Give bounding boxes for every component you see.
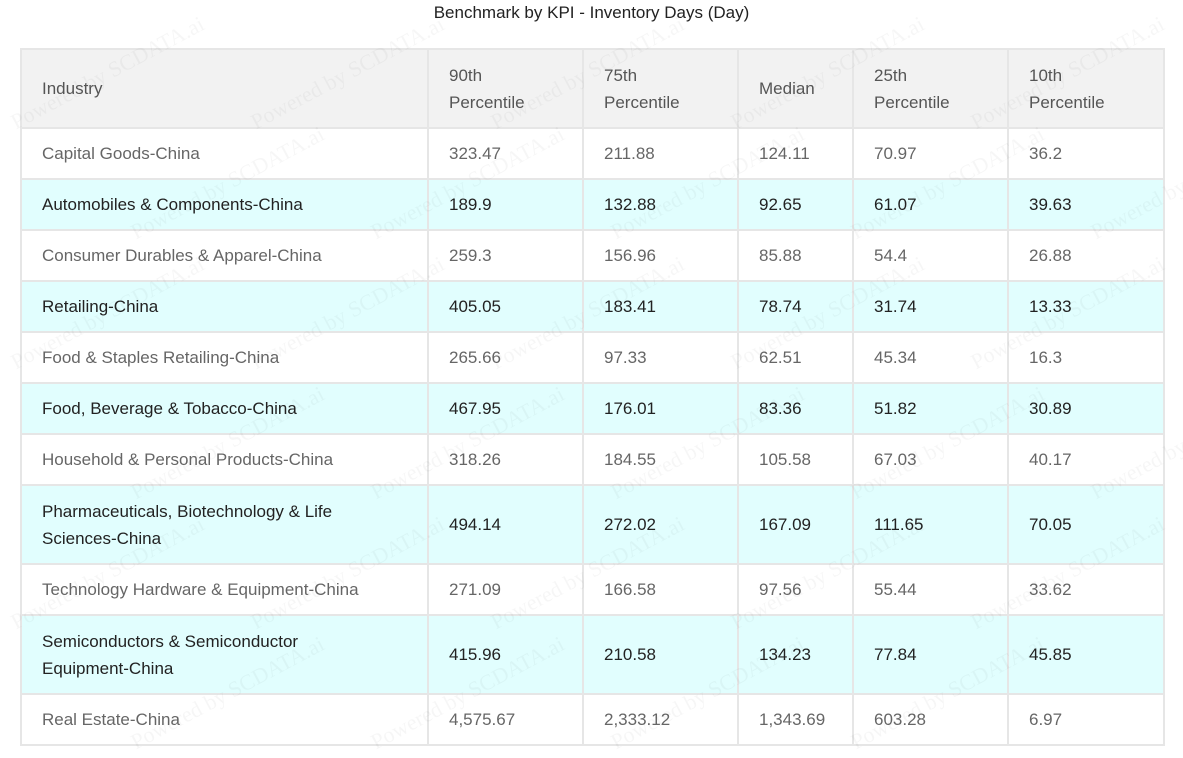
value-cell: 62.51 [737,331,854,384]
value-cell: 30.89 [1007,382,1165,435]
value-cell: 323.47 [427,127,584,180]
value-cell: 92.65 [737,178,854,231]
value-cell: 405.05 [427,280,584,333]
value-cell: 61.07 [852,178,1009,231]
value-cell: 189.9 [427,178,584,231]
table-row: Real Estate-China 4,575.67 2,333.12 1,343.6… [20,693,1165,746]
table-row: Food, Beverage & Tobacco-China 467.95 176.… [20,382,1165,435]
table-row: Technology Hardware & Equipment-China 271… [20,563,1165,616]
value-cell: 97.33 [582,331,739,384]
header-25th-percentile[interactable]: 25th Percentile [852,48,1009,129]
value-cell: 54.4 [852,229,1009,282]
value-cell: 6.97 [1007,693,1165,746]
value-cell: 13.33 [1007,280,1165,333]
value-cell: 156.96 [582,229,739,282]
value-cell: 70.97 [852,127,1009,180]
header-75th-percentile[interactable]: 75th Percentile [582,48,739,129]
value-cell: 45.85 [1007,614,1165,695]
value-cell: 166.58 [582,563,739,616]
industry-cell: Household & Personal Products-China [20,433,429,486]
table-row: Automobiles & Components-China 189.9 132.8… [20,178,1165,231]
table-body: Capital Goods-China 323.47 211.88 124.11 70.… [20,127,1165,746]
value-cell: 494.14 [427,484,584,565]
value-cell: 16.3 [1007,331,1165,384]
benchmark-table: Industry 90th Percentile 75th Percentile… [20,48,1165,746]
header-row: Industry 90th Percentile 75th Percentile… [20,48,1165,129]
value-cell: 51.82 [852,382,1009,435]
value-cell: 97.56 [737,563,854,616]
industry-cell: Pharmaceuticals, Biotechnology & Life Sc… [20,484,429,565]
header-median[interactable]: Median [737,48,854,129]
value-cell: 26.88 [1007,229,1165,282]
value-cell: 111.65 [852,484,1009,565]
value-cell: 78.74 [737,280,854,333]
value-cell: 132.88 [582,178,739,231]
table-row: Pharmaceuticals, Biotechnology & Life Sc… [20,484,1165,565]
value-cell: 85.88 [737,229,854,282]
header-industry[interactable]: Industry [20,48,429,129]
value-cell: 272.02 [582,484,739,565]
value-cell: 77.84 [852,614,1009,695]
value-cell: 211.88 [582,127,739,180]
industry-cell: Food & Staples Retailing-China [20,331,429,384]
value-cell: 70.05 [1007,484,1165,565]
value-cell: 176.01 [582,382,739,435]
table-row: Household & Personal Products-China 318.2… [20,433,1165,486]
table-row: Food & Staples Retailing-China 265.66 97.3… [20,331,1165,384]
value-cell: 134.23 [737,614,854,695]
industry-cell: Capital Goods-China [20,127,429,180]
industry-cell: Consumer Durables & Apparel-China [20,229,429,282]
value-cell: 259.3 [427,229,584,282]
value-cell: 4,575.67 [427,693,584,746]
table-row: Capital Goods-China 323.47 211.88 124.11 70.… [20,127,1165,180]
value-cell: 67.03 [852,433,1009,486]
value-cell: 271.09 [427,563,584,616]
value-cell: 36.2 [1007,127,1165,180]
value-cell: 39.63 [1007,178,1165,231]
header-90th-percentile[interactable]: 90th Percentile [427,48,584,129]
value-cell: 31.74 [852,280,1009,333]
value-cell: 124.11 [737,127,854,180]
value-cell: 1,343.69 [737,693,854,746]
industry-cell: Real Estate-China [20,693,429,746]
industry-cell: Technology Hardware & Equipment-China [20,563,429,616]
value-cell: 167.09 [737,484,854,565]
value-cell: 415.96 [427,614,584,695]
value-cell: 2,333.12 [582,693,739,746]
value-cell: 83.36 [737,382,854,435]
table-row: Consumer Durables & Apparel-China 259.3 15… [20,229,1165,282]
value-cell: 184.55 [582,433,739,486]
industry-cell: Retailing-China [20,280,429,333]
value-cell: 210.58 [582,614,739,695]
value-cell: 45.34 [852,331,1009,384]
table-row: Semiconductors & Semiconductor Equipment… [20,614,1165,695]
value-cell: 33.62 [1007,563,1165,616]
industry-cell: Automobiles & Components-China [20,178,429,231]
value-cell: 265.66 [427,331,584,384]
industry-cell: Semiconductors & Semiconductor Equipment… [20,614,429,695]
value-cell: 467.95 [427,382,584,435]
value-cell: 183.41 [582,280,739,333]
table-row: Retailing-China 405.05 183.41 78.74 31.74 13.… [20,280,1165,333]
value-cell: 318.26 [427,433,584,486]
value-cell: 40.17 [1007,433,1165,486]
value-cell: 603.28 [852,693,1009,746]
industry-cell: Food, Beverage & Tobacco-China [20,382,429,435]
value-cell: 105.58 [737,433,854,486]
value-cell: 55.44 [852,563,1009,616]
chart-title: Benchmark by KPI - Inventory Days (Day) [433,3,750,22]
header-10th-percentile[interactable]: 10th Percentile [1007,48,1165,129]
